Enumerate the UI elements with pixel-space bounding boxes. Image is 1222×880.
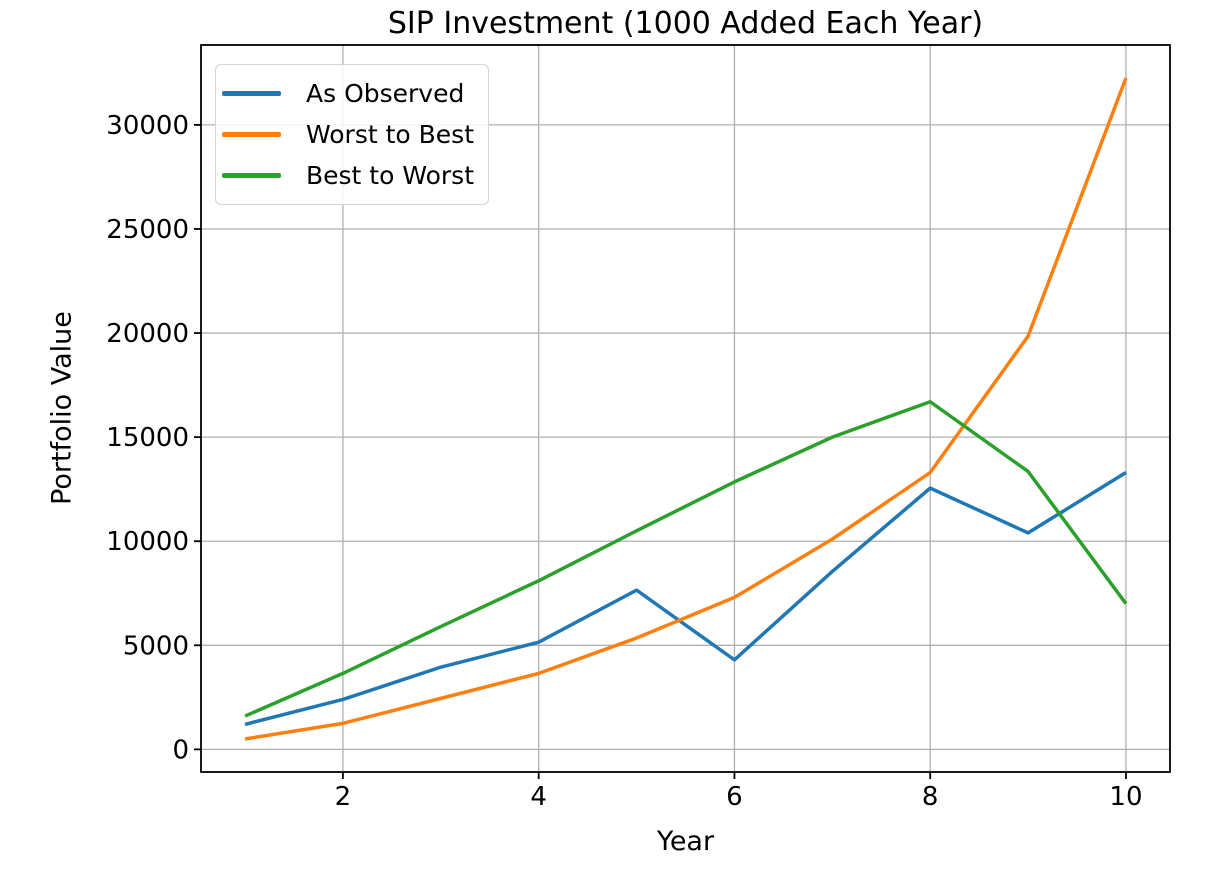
y-tick-label: 30000 — [106, 111, 189, 141]
x-tick-label: 10 — [1109, 782, 1142, 812]
y-tick-label: 5000 — [123, 631, 189, 661]
series-line-1 — [244, 77, 1128, 741]
x-tick-label: 8 — [922, 782, 939, 812]
legend-label: Best to Worst — [306, 161, 475, 190]
legend-item: Best to Worst — [222, 155, 474, 196]
legend-label: As Observed — [306, 79, 465, 108]
legend-label: Worst to Best — [306, 120, 475, 149]
y-tick-label: 0 — [172, 735, 189, 765]
x-tick-label: 2 — [335, 782, 352, 812]
y-tick-label: 20000 — [106, 319, 189, 349]
legend-line-sample — [222, 91, 281, 96]
axes-spines — [200, 44, 1171, 773]
y-axis-label: Portfolio Value — [46, 311, 78, 505]
legend-line-sample — [222, 173, 281, 178]
legend-item: Worst to Best — [222, 114, 474, 155]
y-tick-label: 15000 — [106, 423, 189, 453]
legend: As Observed Worst to Best Best to Worst — [215, 64, 490, 205]
chart-title: SIP Investment (1000 Added Each Year) — [387, 6, 984, 41]
series-line-2 — [244, 399, 1128, 718]
legend-line-sample — [222, 132, 281, 137]
legend-item: As Observed — [222, 73, 474, 114]
x-tick-label: 6 — [726, 782, 743, 812]
x-tick-label: 4 — [530, 782, 547, 812]
series-line-0 — [244, 471, 1127, 727]
y-tick-label: 10000 — [106, 527, 189, 557]
y-tick-label: 25000 — [106, 215, 189, 245]
x-axis-label: Year — [656, 826, 715, 857]
